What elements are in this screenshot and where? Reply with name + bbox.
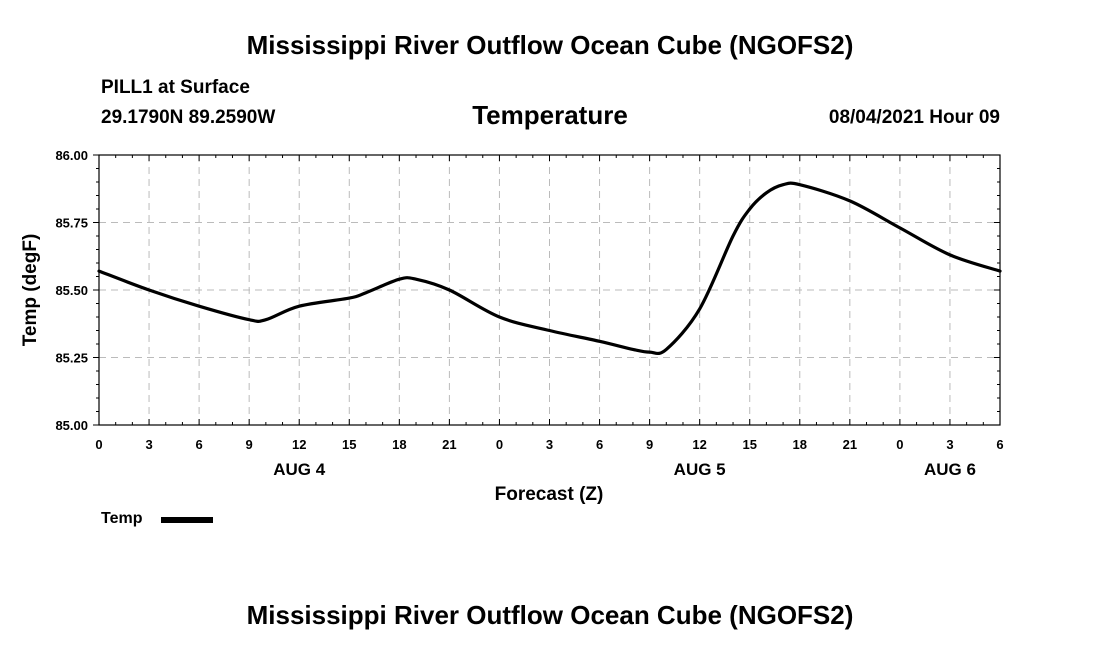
x-tick-label: 12 [292,437,306,452]
x-tick-label: 6 [996,437,1003,452]
day-label: AUG 5 [674,460,726,479]
x-tick-label: 12 [692,437,706,452]
x-tick-label: 15 [342,437,356,452]
y-tick-label: 85.75 [55,216,88,231]
x-tick-label: 9 [646,437,653,452]
x-tick-label: 6 [195,437,202,452]
chart-title: Mississippi River Outflow Ocean Cube (NG… [246,30,854,60]
x-tick-label: 21 [843,437,857,452]
y-axis-label: Temp (degF) [20,234,41,347]
forecast-datetime: 08/04/2021 Hour 09 [828,107,1000,128]
y-tick-label: 85.25 [55,351,88,366]
y-axis-ticks: 85.00 85.25 85.50 85.75 86.00 [55,148,1000,433]
variable-title: Temperature [472,100,628,130]
y-tick-label: 86.00 [55,148,88,163]
x-tick-label: 9 [246,437,253,452]
x-tick-label: 18 [793,437,807,452]
x-tick-label: 3 [946,437,953,452]
x-axis-ticks: 0 3 6 9 12 15 18 21 0 3 6 9 12 15 18 21 0 3 6 [95,155,1004,452]
day-label: AUG 4 [273,460,326,479]
day-labels: AUG 4 AUG 5 AUG 6 [273,460,976,479]
day-label: AUG 6 [924,460,976,479]
series-line-temp [97,181,1002,356]
grid-lines [99,155,1000,425]
footer-title: Mississippi River Outflow Ocean Cube (NG… [246,600,854,630]
x-tick-label: 0 [496,437,503,452]
legend-label: Temp [101,510,143,527]
station-label: PILL1 at Surface [101,77,250,98]
y-tick-label: 85.50 [55,283,88,298]
y-tick-label: 85.00 [55,418,88,433]
x-tick-label: 21 [442,437,456,452]
legend-swatch-temp [161,517,213,523]
x-tick-label: 15 [742,437,756,452]
x-tick-label: 6 [596,437,603,452]
station-coordinates: 29.1790N 89.2590W [101,107,276,128]
x-tick-label: 18 [392,437,406,452]
x-tick-label: 3 [145,437,152,452]
x-axis-label: Forecast (Z) [495,484,604,505]
x-tick-label: 3 [546,437,553,452]
x-tick-label: 0 [95,437,102,452]
x-tick-label: 0 [896,437,903,452]
